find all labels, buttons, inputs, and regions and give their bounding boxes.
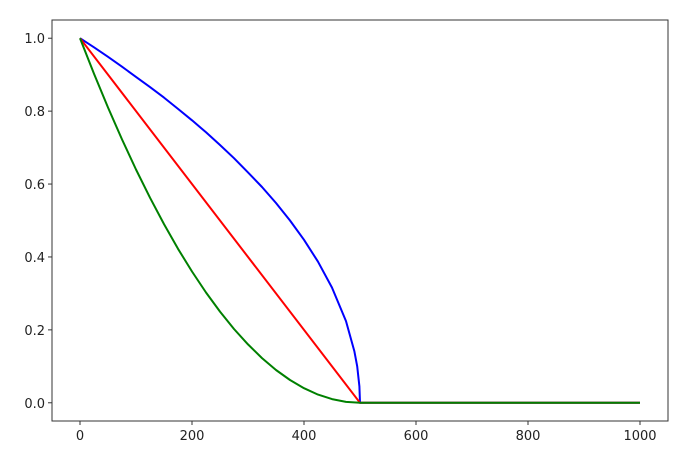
- y-tick-label: 0.0: [24, 397, 45, 412]
- x-tick-label: 800: [516, 429, 541, 444]
- y-tick-label: 0.4: [24, 251, 45, 266]
- y-tick-label: 0.6: [24, 178, 45, 193]
- y-tick-label: 0.2: [24, 324, 45, 339]
- y-tick-label: 1.0: [24, 32, 45, 47]
- x-tick-label: 1000: [623, 429, 656, 444]
- series-line-0: [79, 37, 640, 404]
- series-line-2: [79, 37, 640, 404]
- x-tick-label: 0: [76, 429, 84, 444]
- x-tick-label: 600: [404, 429, 429, 444]
- plot-area: [51, 19, 669, 422]
- x-tick-label: 400: [292, 429, 317, 444]
- y-tick-label: 0.8: [24, 105, 45, 120]
- x-tick-label: 200: [180, 429, 205, 444]
